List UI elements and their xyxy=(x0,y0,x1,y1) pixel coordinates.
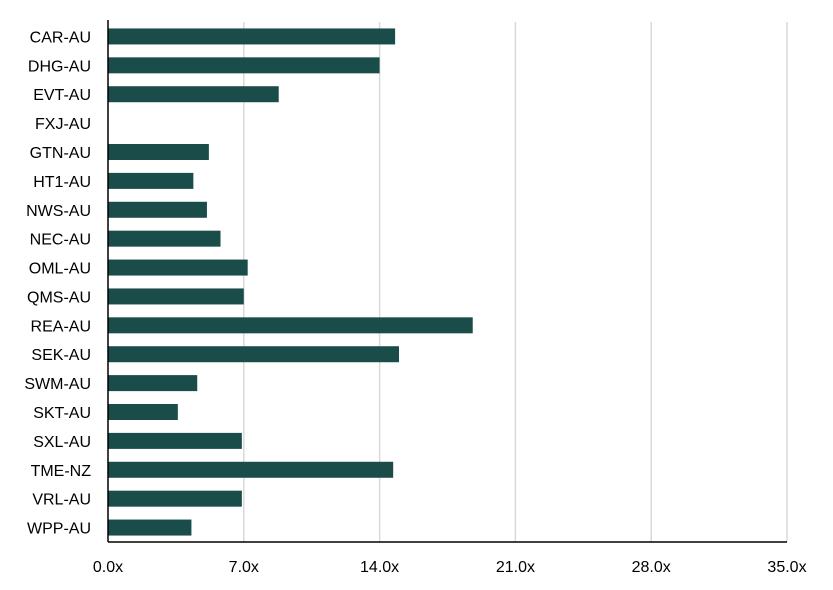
bar-qms-au xyxy=(108,288,244,305)
x-tick-label: 28.0x xyxy=(632,559,671,576)
category-label: SEK-AU xyxy=(31,347,91,364)
category-label: TME-NZ xyxy=(31,463,92,480)
bar-oml-au xyxy=(108,259,248,276)
category-label: SXL-AU xyxy=(33,434,91,451)
category-label: NEC-AU xyxy=(30,232,91,249)
bar-evt-au xyxy=(108,86,279,103)
bar-gtn-au xyxy=(108,144,209,160)
category-label: REA-AU xyxy=(31,318,91,335)
bar-tme-nz xyxy=(108,461,394,478)
category-label: EVT-AU xyxy=(33,87,91,104)
bar-ht1-au xyxy=(108,172,194,189)
bar-swm-au xyxy=(108,375,198,392)
category-label: SKT-AU xyxy=(33,405,91,422)
category-label: VRL-AU xyxy=(32,492,91,509)
bar-rea-au xyxy=(108,317,473,334)
category-label: NWS-AU xyxy=(26,203,91,220)
bar-nws-au xyxy=(108,201,207,218)
x-tick-label: 35.0x xyxy=(767,559,806,576)
bar-wpp-au xyxy=(108,519,192,536)
bar-sxl-au xyxy=(108,432,242,449)
category-label: HT1-AU xyxy=(33,174,91,191)
x-tick-label: 7.0x xyxy=(229,559,259,576)
category-label: GTN-AU xyxy=(30,145,91,162)
bar-nec-au xyxy=(108,230,221,247)
x-tick-label: 0.0x xyxy=(93,559,123,576)
category-label: CAR-AU xyxy=(30,29,91,46)
category-label: DHG-AU xyxy=(28,58,91,75)
category-label: FXJ-AU xyxy=(35,116,91,133)
category-label: OML-AU xyxy=(29,261,91,278)
category-label: QMS-AU xyxy=(27,289,91,306)
bar-dhg-au xyxy=(108,57,380,74)
x-tick-label: 14.0x xyxy=(360,559,399,576)
bar-skt-au xyxy=(108,404,178,420)
x-tick-label: 21.0x xyxy=(496,559,535,576)
bar-vrl-au xyxy=(108,490,242,507)
category-label: SWM-AU xyxy=(24,376,91,393)
category-label: WPP-AU xyxy=(27,521,91,538)
bar-car-au xyxy=(108,28,396,45)
bar-sek-au xyxy=(108,346,399,363)
